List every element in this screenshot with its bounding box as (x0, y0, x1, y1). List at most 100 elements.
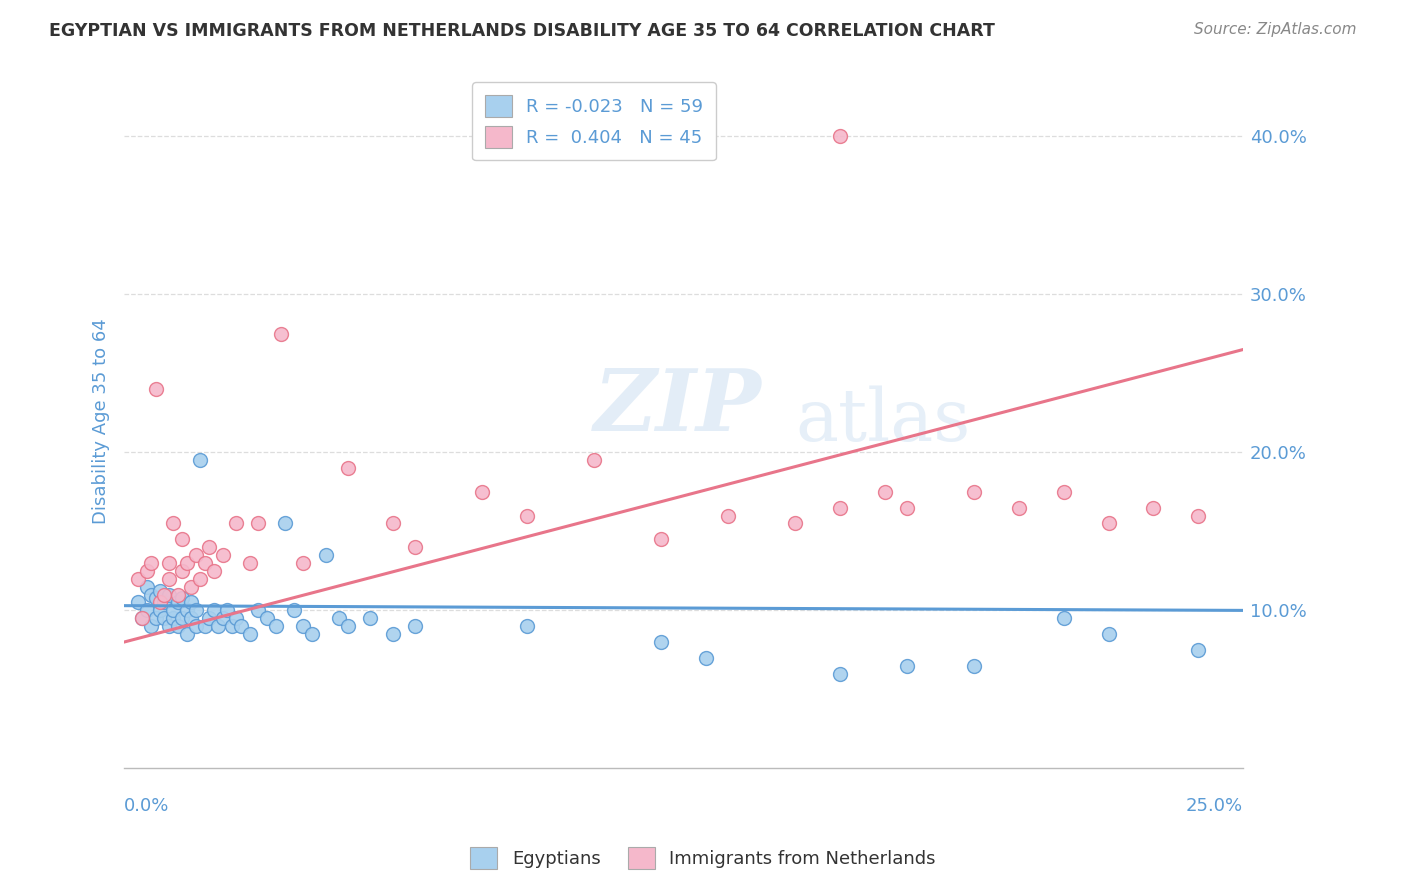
Point (238, 627, 260, 641)
Point (717, 508, 740, 523)
Point (149, 595, 172, 609)
Point (172, 533, 194, 547)
Point (162, 611, 184, 625)
Point (145, 382, 167, 396)
Point (188, 453, 211, 467)
Point (359, 611, 381, 625)
Point (1008, 500, 1031, 515)
Text: EGYPTIAN VS IMMIGRANTS FROM NETHERLANDS DISABILITY AGE 35 TO 64 CORRELATION CHAR: EGYPTIAN VS IMMIGRANTS FROM NETHERLANDS … (49, 22, 995, 40)
Point (1097, 627, 1119, 641)
Point (194, 619, 217, 633)
Point (157, 572, 180, 586)
Point (131, 611, 153, 625)
Legend: Egyptians, Immigrants from Netherlands: Egyptians, Immigrants from Netherlands (461, 838, 945, 879)
Point (229, 619, 252, 633)
Point (172, 564, 194, 578)
Point (1097, 516, 1119, 531)
Point (471, 484, 494, 499)
Point (167, 588, 190, 602)
Point (180, 611, 202, 625)
Y-axis label: Disability Age 35 to 64: Disability Age 35 to 64 (93, 318, 110, 524)
Point (153, 588, 176, 602)
Point (404, 540, 426, 554)
Point (149, 603, 172, 617)
Text: 25.0%: 25.0% (1185, 797, 1243, 815)
Point (830, 500, 852, 515)
Point (238, 556, 260, 570)
Text: Source: ZipAtlas.com: Source: ZipAtlas.com (1194, 22, 1357, 37)
Point (315, 548, 337, 562)
Point (1053, 484, 1076, 499)
Point (176, 603, 198, 617)
Point (184, 603, 207, 617)
Point (211, 611, 233, 625)
Point (1187, 643, 1209, 657)
Point (896, 658, 918, 673)
Point (153, 595, 176, 609)
Point (328, 611, 350, 625)
Point (139, 588, 162, 602)
Point (157, 619, 180, 633)
Point (139, 556, 162, 570)
Point (225, 611, 247, 625)
Point (149, 584, 172, 599)
Point (1187, 508, 1209, 523)
Point (650, 533, 672, 547)
Point (873, 484, 896, 499)
Point (176, 556, 198, 570)
Point (127, 572, 149, 586)
Point (145, 611, 167, 625)
Point (301, 627, 323, 641)
Point (127, 595, 149, 609)
Point (162, 516, 184, 531)
Point (830, 666, 852, 681)
Point (830, 129, 852, 144)
Point (274, 516, 297, 531)
Point (172, 591, 194, 605)
Point (157, 556, 180, 570)
Point (211, 548, 233, 562)
Point (135, 603, 157, 617)
Point (184, 548, 207, 562)
Point (184, 619, 207, 633)
Point (785, 516, 807, 531)
Point (139, 619, 162, 633)
Point (266, 619, 288, 633)
Point (131, 611, 153, 625)
Point (135, 580, 157, 594)
Point (582, 453, 605, 467)
Point (188, 572, 211, 586)
Point (381, 516, 404, 531)
Legend: R = -0.023   N = 59, R =  0.404   N = 45: R = -0.023 N = 59, R = 0.404 N = 45 (472, 82, 716, 161)
Point (221, 619, 243, 633)
Point (336, 619, 359, 633)
Point (217, 603, 239, 617)
Point (650, 635, 672, 649)
Point (225, 516, 247, 531)
Point (1142, 500, 1164, 515)
Point (145, 591, 167, 605)
Point (283, 603, 305, 617)
Point (336, 461, 359, 475)
Text: atlas: atlas (796, 385, 970, 456)
Text: 0.0%: 0.0% (124, 797, 170, 815)
Point (963, 484, 986, 499)
Point (695, 650, 717, 665)
Point (256, 611, 278, 625)
Point (270, 326, 292, 341)
Point (516, 508, 538, 523)
Point (167, 595, 190, 609)
Point (172, 611, 194, 625)
Point (198, 611, 221, 625)
Point (404, 619, 426, 633)
Point (1053, 611, 1076, 625)
Point (198, 540, 221, 554)
Point (207, 619, 229, 633)
Point (180, 595, 202, 609)
Text: ZIP: ZIP (593, 365, 762, 449)
Point (247, 603, 270, 617)
Point (516, 619, 538, 633)
Point (176, 627, 198, 641)
Point (292, 619, 315, 633)
Point (896, 500, 918, 515)
